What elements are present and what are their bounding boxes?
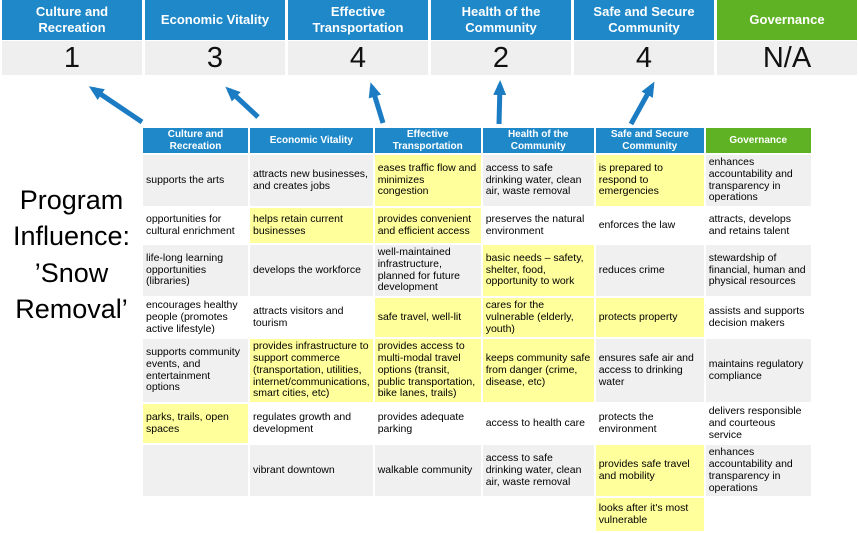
score-economic-vitality: 3: [145, 41, 285, 75]
category-header-culture-and-recreation: Culture and Recreation: [2, 0, 142, 40]
matrix-table: Culture and Recreation Economic Vitality…: [141, 126, 813, 533]
matrix-cell: attracts visitors and tourism: [250, 298, 373, 338]
matrix-cell: reduces crime: [595, 245, 704, 296]
category-label: Governance: [749, 11, 825, 27]
influence-matrix: Culture and Recreation Economic Vitality…: [141, 126, 813, 533]
matrix-cell: regulates growth and development: [250, 404, 373, 444]
matrix-row: life-long learning opportunities (librar…: [143, 245, 811, 296]
matrix-cell: preserves the natural environment: [482, 208, 594, 243]
matrix-cell: supports community events, and entertain…: [143, 339, 248, 402]
matrix-header-economic-vitality: Economic Vitality: [250, 128, 373, 153]
matrix-cell: well-maintained infrastructure, planned …: [374, 245, 481, 296]
matrix-row: looks after it's most vulnerable: [143, 498, 811, 532]
category-label: Safe and Secure Community: [593, 3, 695, 35]
matrix-header-row: Culture and Recreation Economic Vitality…: [143, 128, 811, 153]
program-label-line: ’Snow: [34, 257, 109, 288]
matrix-cell: provides access to multi-modal travel op…: [374, 339, 481, 402]
matrix-cell: develops the workforce: [250, 245, 373, 296]
score-safe-and-secure-community: 4: [574, 41, 714, 75]
program-label-line: Program: [19, 185, 124, 215]
matrix-cell: attracts new businesses, and creates job…: [250, 155, 373, 206]
matrix-row: vibrant downtown walkable community acce…: [143, 445, 811, 497]
matrix-cell: parks, trails, open spaces: [143, 404, 248, 444]
matrix-header-governance: Governance: [705, 128, 811, 153]
category-header-governance: Governance: [717, 0, 857, 40]
matrix-cell: supports the arts: [143, 155, 248, 206]
matrix-cell: walkable community: [374, 445, 481, 497]
matrix-cell: assists and supports decision makers: [705, 298, 811, 338]
score-row: 1 3 4 2 4 N/A: [0, 40, 859, 75]
matrix-cell: stewardship of financial, human and phys…: [705, 245, 811, 296]
score-health-of-the-community: 2: [431, 41, 571, 75]
matrix-cell: vibrant downtown: [250, 445, 373, 497]
matrix-cell: encourages healthy people (promotes acti…: [143, 298, 248, 338]
arrow-health-of-the-community-icon: [493, 80, 507, 125]
matrix-cell: maintains regulatory compliance: [705, 339, 811, 402]
matrix-cell: enhances accountability and transparency…: [705, 155, 811, 206]
matrix-cell: provides adequate parking: [374, 404, 481, 444]
matrix-header-effective-transportation: Effective Transportation: [374, 128, 481, 153]
matrix-cell: [250, 498, 373, 532]
matrix-cell: attracts, develops and retains talent: [705, 208, 811, 243]
matrix-cell: [143, 498, 248, 532]
matrix-header-health-of-the-community: Health of the Community: [482, 128, 594, 153]
arrow-safe-and-secure-community-icon: [628, 81, 655, 126]
matrix-cell: [143, 445, 248, 497]
matrix-row: encourages healthy people (promotes acti…: [143, 298, 811, 338]
matrix-cell: ensures safe air and access to drinking …: [595, 339, 704, 402]
category-label: Culture and Recreation: [35, 3, 109, 35]
matrix-cell: safe travel, well-lit: [374, 298, 481, 338]
matrix-cell: [705, 498, 811, 532]
arrow-effective-transportation-icon: [368, 82, 386, 124]
matrix-row: opportunities for cultural enrichment he…: [143, 208, 811, 243]
matrix-row: parks, trails, open spaces regulates gro…: [143, 404, 811, 444]
score-governance: N/A: [717, 41, 857, 75]
category-header-safe-and-secure-community: Safe and Secure Community: [574, 0, 714, 40]
matrix-cell: opportunities for cultural enrichment: [143, 208, 248, 243]
matrix-cell: provides convenient and efficient access: [374, 208, 481, 243]
matrix-cell: basic needs – safety, shelter, food, opp…: [482, 245, 594, 296]
category-header-effective-transportation: Effective Transportation: [288, 0, 428, 40]
score-effective-transportation: 4: [288, 41, 428, 75]
category-label: Effective Transportation: [312, 3, 404, 35]
matrix-cell: protects the environment: [595, 404, 704, 444]
scoreboard: Culture and Recreation Economic Vitality…: [0, 0, 859, 75]
matrix-cell: life-long learning opportunities (librar…: [143, 245, 248, 296]
matrix-cell: provides safe travel and mobility: [595, 445, 704, 497]
program-influence-label: Program Influence: ’Snow Removal’: [0, 182, 143, 328]
category-header-row: Culture and Recreation Economic Vitality…: [0, 0, 859, 40]
matrix-cell: cares for the vulnerable (elderly, youth…: [482, 298, 594, 338]
program-label-line: Removal’: [15, 294, 128, 325]
matrix-cell: enhances accountability and transparency…: [705, 445, 811, 497]
matrix-cell: enforces the law: [595, 208, 704, 243]
matrix-cell: [374, 498, 481, 532]
program-label-line: Influence:: [12, 221, 131, 252]
matrix-cell: looks after it's most vulnerable: [595, 498, 704, 532]
matrix-cell: delivers responsible and courteous servi…: [705, 404, 811, 444]
matrix-cell: access to health care: [482, 404, 594, 444]
matrix-header-safe-and-secure-community: Safe and Secure Community: [595, 128, 704, 153]
category-label: Economic Vitality: [160, 11, 270, 27]
matrix-cell: keeps community safe from danger (crime,…: [482, 339, 594, 402]
matrix-cell: eases traffic flow and minimizes congest…: [374, 155, 481, 206]
score-culture-and-recreation: 1: [2, 41, 142, 75]
matrix-cell: protects property: [595, 298, 704, 338]
category-header-health-of-the-community: Health of the Community: [431, 0, 571, 40]
arrow-culture-and-recreation-icon: [88, 86, 144, 125]
matrix-cell: access to safe drinking water, clean air…: [482, 445, 594, 497]
matrix-cell: access to safe drinking water, clean air…: [482, 155, 594, 206]
category-label: Health of the Community: [461, 3, 541, 35]
influence-arrows: [88, 80, 655, 126]
matrix-cell: [482, 498, 594, 532]
matrix-cell: helps retain current businesses: [250, 208, 373, 243]
matrix-cell: is prepared to respond to emergencies: [595, 155, 704, 206]
matrix-header-culture-and-recreation: Culture and Recreation: [143, 128, 248, 153]
matrix-cell: provides infrastructure to support comme…: [250, 339, 373, 402]
category-header-economic-vitality: Economic Vitality: [145, 0, 285, 40]
arrow-economic-vitality-icon: [225, 86, 260, 119]
matrix-row: supports the arts attracts new businesse…: [143, 155, 811, 206]
matrix-row: supports community events, and entertain…: [143, 339, 811, 402]
